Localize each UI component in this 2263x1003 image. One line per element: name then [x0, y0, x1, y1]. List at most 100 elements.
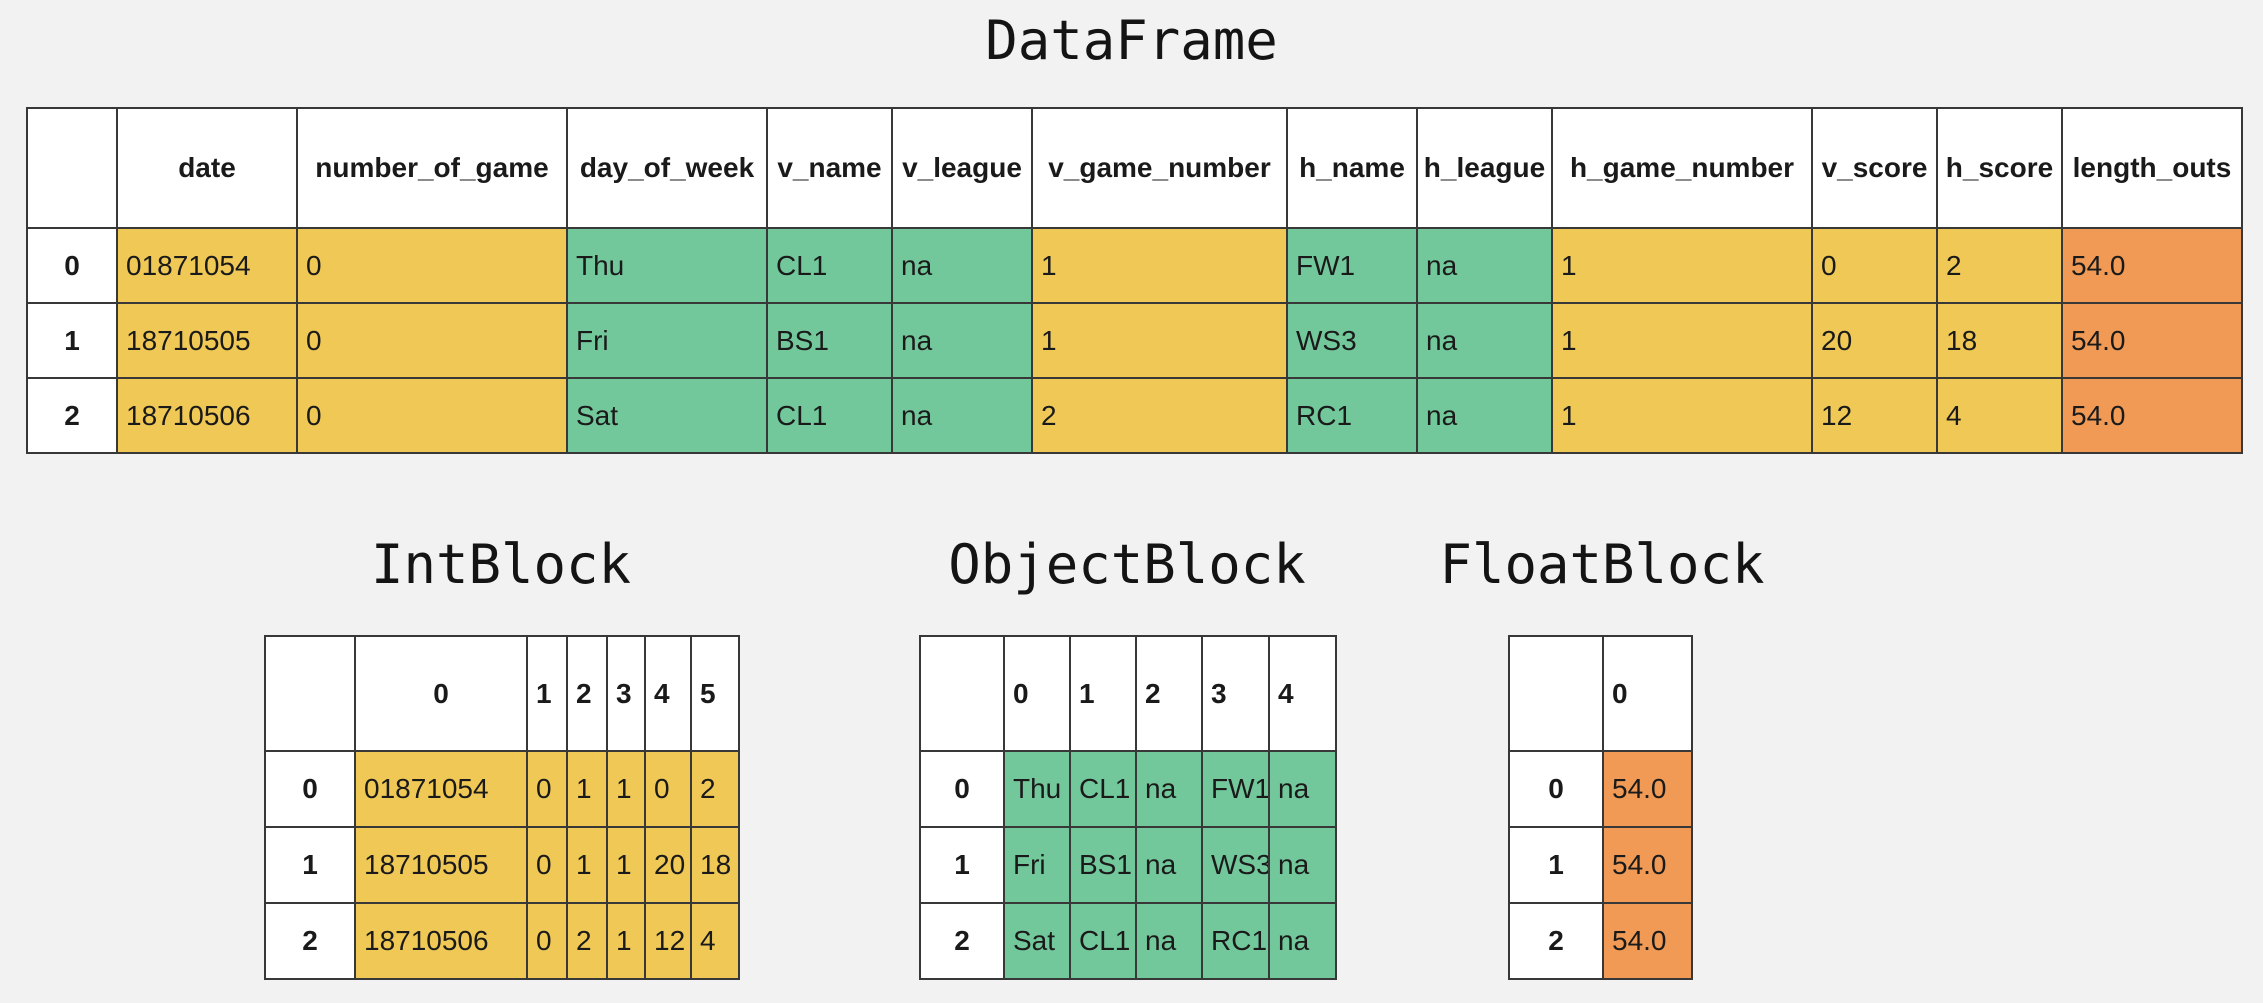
column-header: v_score	[1811, 107, 1938, 229]
cell-int: 2	[566, 902, 608, 980]
cell-int: 2	[1031, 377, 1288, 454]
table-row: 0 01871054 0 Thu CL1 na 1 FW1 na 1 0 2 54.0	[26, 227, 2243, 304]
cell-object: Thu	[1003, 750, 1071, 828]
table-row: 0 01871054 0 1 1 0 2	[264, 750, 740, 828]
row-index: 2	[264, 902, 356, 980]
column-header: length_outs	[2061, 107, 2243, 229]
cell-int: 1	[606, 902, 646, 980]
cell-object: na	[1416, 377, 1553, 454]
cell-int: 18710505	[116, 302, 298, 379]
column-header: day_of_week	[566, 107, 768, 229]
cell-object: CL1	[766, 227, 893, 304]
cell-int: 20	[644, 826, 692, 904]
cell-object: BS1	[1069, 826, 1137, 904]
cell-object: na	[1268, 826, 1337, 904]
column-header: 0	[1003, 635, 1071, 752]
cell-object: RC1	[1286, 377, 1418, 454]
table-row: 2 54.0	[1508, 902, 1693, 980]
cell-int: 12	[1811, 377, 1938, 454]
cell-int: 0	[526, 826, 568, 904]
corner-cell	[1508, 635, 1604, 752]
cell-object: Fri	[1003, 826, 1071, 904]
table-row: 1 Fri BS1 na WS3 na	[919, 826, 1337, 904]
intblock-title: IntBlock	[370, 533, 632, 596]
cell-float: 54.0	[2061, 377, 2243, 454]
objectblock-title: ObjectBlock	[948, 533, 1306, 596]
column-header: v_game_number	[1031, 107, 1288, 229]
column-header: 4	[644, 635, 692, 752]
row-index: 1	[264, 826, 356, 904]
column-header: 5	[690, 635, 740, 752]
cell-int: 20	[1811, 302, 1938, 379]
cell-int: 2	[690, 750, 740, 828]
header-row: 0	[1508, 635, 1693, 752]
cell-object: RC1	[1201, 902, 1270, 980]
cell-int: 1	[1031, 302, 1288, 379]
cell-float: 54.0	[1602, 902, 1693, 980]
column-header: 3	[606, 635, 646, 752]
row-index: 2	[1508, 902, 1604, 980]
cell-object: Fri	[566, 302, 768, 379]
cell-object: na	[1135, 750, 1203, 828]
row-index: 0	[264, 750, 356, 828]
row-index: 1	[919, 826, 1005, 904]
cell-object: FW1	[1286, 227, 1418, 304]
cell-int: 0	[526, 902, 568, 980]
cell-object: FW1	[1201, 750, 1270, 828]
table-row: 1 54.0	[1508, 826, 1693, 904]
cell-int: 1	[1031, 227, 1288, 304]
cell-object: BS1	[766, 302, 893, 379]
cell-object: na	[1135, 902, 1203, 980]
row-index: 0	[919, 750, 1005, 828]
cell-int: 18710506	[354, 902, 528, 980]
table-row: 1 18710505 0 Fri BS1 na 1 WS3 na 1 20 18 54.0	[26, 302, 2243, 379]
table-row: 2 18710506 0 Sat CL1 na 2 RC1 na 1 12 4 54.0	[26, 377, 2243, 454]
cell-int: 12	[644, 902, 692, 980]
cell-object: na	[1268, 902, 1337, 980]
cell-object: Sat	[1003, 902, 1071, 980]
header-row: date number_of_game day_of_week v_name v_lea…	[26, 107, 2243, 229]
cell-int: 01871054	[354, 750, 528, 828]
cell-int: 01871054	[116, 227, 298, 304]
cell-int: 18	[690, 826, 740, 904]
cell-object: CL1	[1069, 750, 1137, 828]
row-index: 0	[26, 227, 118, 304]
column-header: date	[116, 107, 298, 229]
corner-cell	[264, 635, 356, 752]
column-header: 1	[526, 635, 568, 752]
cell-object: CL1	[1069, 902, 1137, 980]
cell-int: 1	[1551, 227, 1813, 304]
column-header: number_of_game	[296, 107, 568, 229]
row-index: 0	[1508, 750, 1604, 828]
row-index: 1	[26, 302, 118, 379]
table-row: 1 18710505 0 1 1 20 18	[264, 826, 740, 904]
cell-float: 54.0	[1602, 750, 1693, 828]
cell-object: na	[891, 377, 1033, 454]
objectblock-table: 0 1 2 3 4 0 Thu CL1 na FW1 na 1 Fri BS1 na WS3 na 2 Sat CL1…	[919, 635, 1337, 980]
cell-int: 18710506	[116, 377, 298, 454]
cell-object: CL1	[766, 377, 893, 454]
cell-object: na	[1135, 826, 1203, 904]
cell-int: 0	[526, 750, 568, 828]
column-header: v_name	[766, 107, 893, 229]
cell-int: 1	[1551, 302, 1813, 379]
cell-object: na	[891, 302, 1033, 379]
cell-float: 54.0	[2061, 227, 2243, 304]
column-header: 2	[566, 635, 608, 752]
cell-object: na	[1268, 750, 1337, 828]
floatblock-title: FloatBlock	[1439, 533, 1765, 596]
dataframe-table: date number_of_game day_of_week v_name v_lea…	[26, 107, 2243, 454]
column-header: 1	[1069, 635, 1137, 752]
table-row: 0 Thu CL1 na FW1 na	[919, 750, 1337, 828]
dataframe-title: DataFrame	[985, 9, 1278, 72]
cell-int: 0	[296, 227, 568, 304]
cell-int: 1	[606, 750, 646, 828]
table-row: 2 18710506 0 2 1 12 4	[264, 902, 740, 980]
cell-object: na	[1416, 302, 1553, 379]
cell-int: 1	[606, 826, 646, 904]
cell-int: 1	[566, 750, 608, 828]
cell-object: na	[1416, 227, 1553, 304]
cell-object: WS3	[1286, 302, 1418, 379]
